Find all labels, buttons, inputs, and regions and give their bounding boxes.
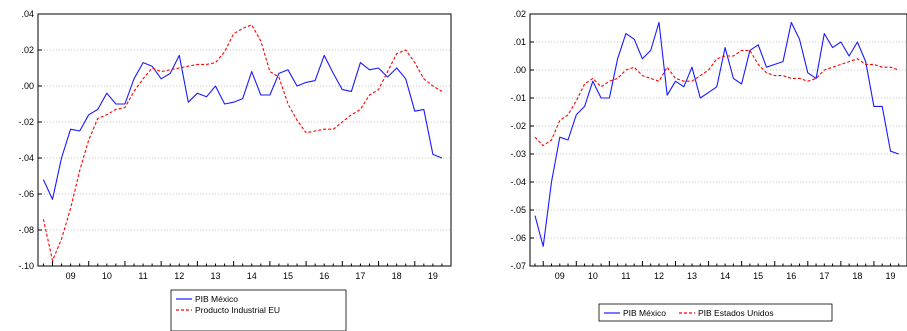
x-tick-label: 10 bbox=[102, 271, 112, 281]
x-tick-label: 16 bbox=[786, 271, 796, 281]
x-tick-label: 16 bbox=[319, 271, 329, 281]
x-tick-label: 19 bbox=[885, 271, 895, 281]
legend-label-1: PIB México bbox=[195, 294, 238, 304]
y-tick-label: -.06 bbox=[18, 189, 34, 199]
plot-frame bbox=[529, 13, 907, 267]
y-tick-label: .02 bbox=[513, 9, 526, 19]
x-tick-label: 10 bbox=[588, 271, 598, 281]
x-tick-label: 17 bbox=[819, 271, 829, 281]
x-tick-label: 12 bbox=[654, 271, 664, 281]
y-tick-label: -.08 bbox=[18, 225, 34, 235]
legend-box bbox=[598, 303, 833, 322]
y-tick-label: -.01 bbox=[510, 93, 526, 103]
y-tick-label: -.02 bbox=[18, 117, 34, 127]
y-tick-label: -.05 bbox=[510, 205, 526, 215]
x-tick-label: 14 bbox=[247, 271, 257, 281]
x-tick-label: 11 bbox=[138, 271, 147, 281]
x-tick-label: 18 bbox=[392, 271, 402, 281]
legend-label-2: Producto Industrial EU bbox=[195, 305, 280, 315]
series-line-2 bbox=[534, 49, 899, 147]
y-tick-label: -.07 bbox=[510, 261, 526, 271]
series-line-1 bbox=[42, 54, 443, 200]
plot-frame bbox=[37, 13, 452, 267]
x-tick-label: 19 bbox=[428, 271, 438, 281]
legend-label-2: PIB Estados Unidos bbox=[698, 308, 774, 318]
y-tick-label: .04 bbox=[21, 9, 34, 19]
y-tick-label: -.04 bbox=[510, 177, 526, 187]
x-tick-label: 15 bbox=[283, 271, 293, 281]
x-tick-label: 15 bbox=[753, 271, 763, 281]
x-tick-label: 18 bbox=[852, 271, 862, 281]
series-line-1 bbox=[534, 21, 899, 247]
y-tick-label: -.10 bbox=[18, 261, 34, 271]
x-tick-label: 09 bbox=[555, 271, 565, 281]
x-tick-label: 14 bbox=[720, 271, 730, 281]
x-tick-label: 12 bbox=[174, 271, 184, 281]
legend: PIB México PIB Estados Unidos bbox=[598, 303, 833, 322]
series-line-2 bbox=[42, 24, 443, 262]
y-tick-label: -.04 bbox=[18, 153, 34, 163]
legend-box bbox=[170, 289, 347, 331]
y-tick-label: .00 bbox=[513, 65, 526, 75]
y-tick-label: -.06 bbox=[510, 233, 526, 243]
y-tick-label: -.02 bbox=[510, 121, 526, 131]
y-tick-label: .00 bbox=[21, 81, 34, 91]
x-tick-label: 13 bbox=[687, 271, 697, 281]
y-tick-label: -.03 bbox=[510, 149, 526, 159]
x-tick-label: 17 bbox=[355, 271, 365, 281]
y-tick-label: .02 bbox=[21, 45, 34, 55]
chart-1: .04 .02 .00 -.02 -.04 -.06 -.08 -.10 09 10 11 12 13 1… bbox=[18, 9, 452, 331]
legend-label-1: PIB México bbox=[623, 308, 666, 318]
chart-2: .02 .01 .00 -.01 -.02 -.03 -.04 -.05 -.06 -.07 09 1… bbox=[510, 9, 907, 322]
x-tick-label: 09 bbox=[66, 271, 76, 281]
y-tick-label: .01 bbox=[513, 37, 526, 47]
x-tick-label: 13 bbox=[211, 271, 221, 281]
x-tick-label: 11 bbox=[621, 271, 630, 281]
